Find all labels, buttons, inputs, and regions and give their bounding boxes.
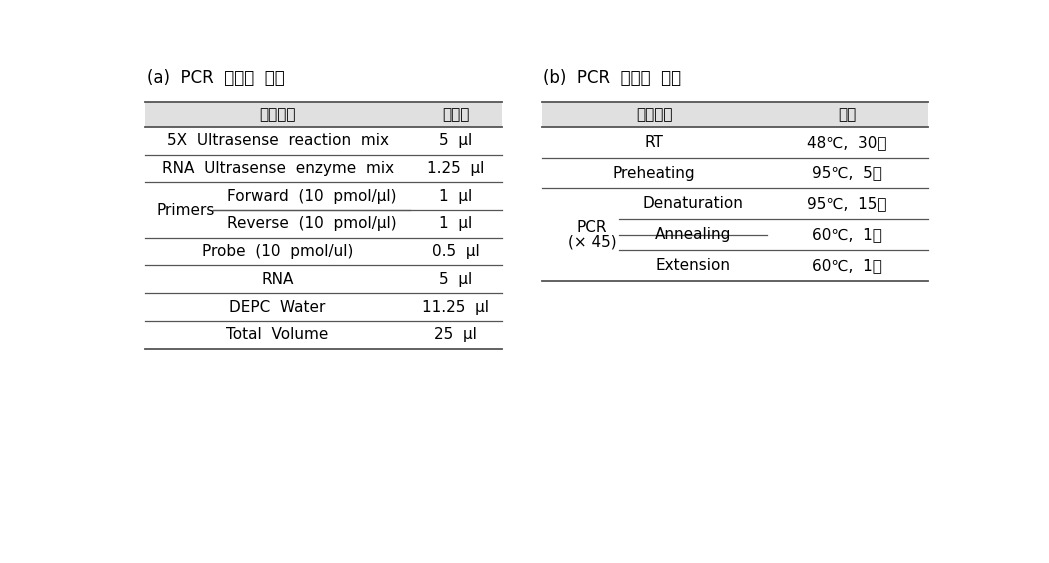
Text: 0.5  μl: 0.5 μl	[432, 244, 479, 259]
Text: 반응단계: 반응단계	[636, 107, 672, 122]
Text: Primers: Primers	[157, 203, 215, 217]
Text: RT: RT	[645, 135, 664, 150]
Text: 반응물질: 반응물질	[259, 107, 296, 122]
Text: Forward  (10  pmol/μl): Forward (10 pmol/μl)	[227, 189, 397, 204]
Text: Reverse  (10  pmol/μl): Reverse (10 pmol/μl)	[227, 216, 397, 231]
Text: 95℃,  15초: 95℃, 15초	[808, 196, 887, 211]
Text: RNA  Ultrasense  enzyme  mix: RNA Ultrasense enzyme mix	[162, 161, 393, 176]
Text: 5  μl: 5 μl	[440, 133, 472, 148]
Text: 48℃,  30분: 48℃, 30분	[808, 135, 887, 150]
Text: (× 45): (× 45)	[568, 234, 617, 249]
Text: Denaturation: Denaturation	[643, 196, 744, 211]
Text: PCR: PCR	[577, 220, 607, 235]
Text: Annealing: Annealing	[655, 227, 731, 242]
Text: (b)  PCR  반응액  조건: (b) PCR 반응액 조건	[543, 69, 682, 87]
Text: Total  Volume: Total Volume	[227, 327, 328, 342]
Text: RNA: RNA	[261, 272, 294, 287]
Text: 60℃,  1분: 60℃, 1분	[812, 227, 882, 242]
Bar	[542, 102, 927, 127]
Text: 1  μl: 1 μl	[440, 216, 472, 231]
Text: 95℃,  5분: 95℃, 5분	[812, 166, 882, 181]
Text: Probe  (10  pmol/ul): Probe (10 pmol/ul)	[201, 244, 354, 259]
Text: 5X  Ultrasense  reaction  mix: 5X Ultrasense reaction mix	[167, 133, 388, 148]
Text: DEPC  Water: DEPC Water	[230, 300, 326, 315]
Text: 5  μl: 5 μl	[440, 272, 472, 287]
Text: Preheating: Preheating	[613, 166, 695, 181]
Text: 60℃,  1분: 60℃, 1분	[812, 258, 882, 273]
Text: 첨가량: 첨가량	[443, 107, 470, 122]
Text: (a)  PCR  반응액  조성: (a) PCR 반응액 조성	[147, 69, 284, 87]
Text: 1  μl: 1 μl	[440, 189, 472, 204]
Text: 25  μl: 25 μl	[434, 327, 477, 342]
Text: Extension: Extension	[656, 258, 730, 273]
Text: 조건: 조건	[838, 107, 856, 122]
Text: 11.25  μl: 11.25 μl	[423, 300, 489, 315]
Text: 1.25  μl: 1.25 μl	[427, 161, 485, 176]
Bar	[145, 102, 501, 127]
